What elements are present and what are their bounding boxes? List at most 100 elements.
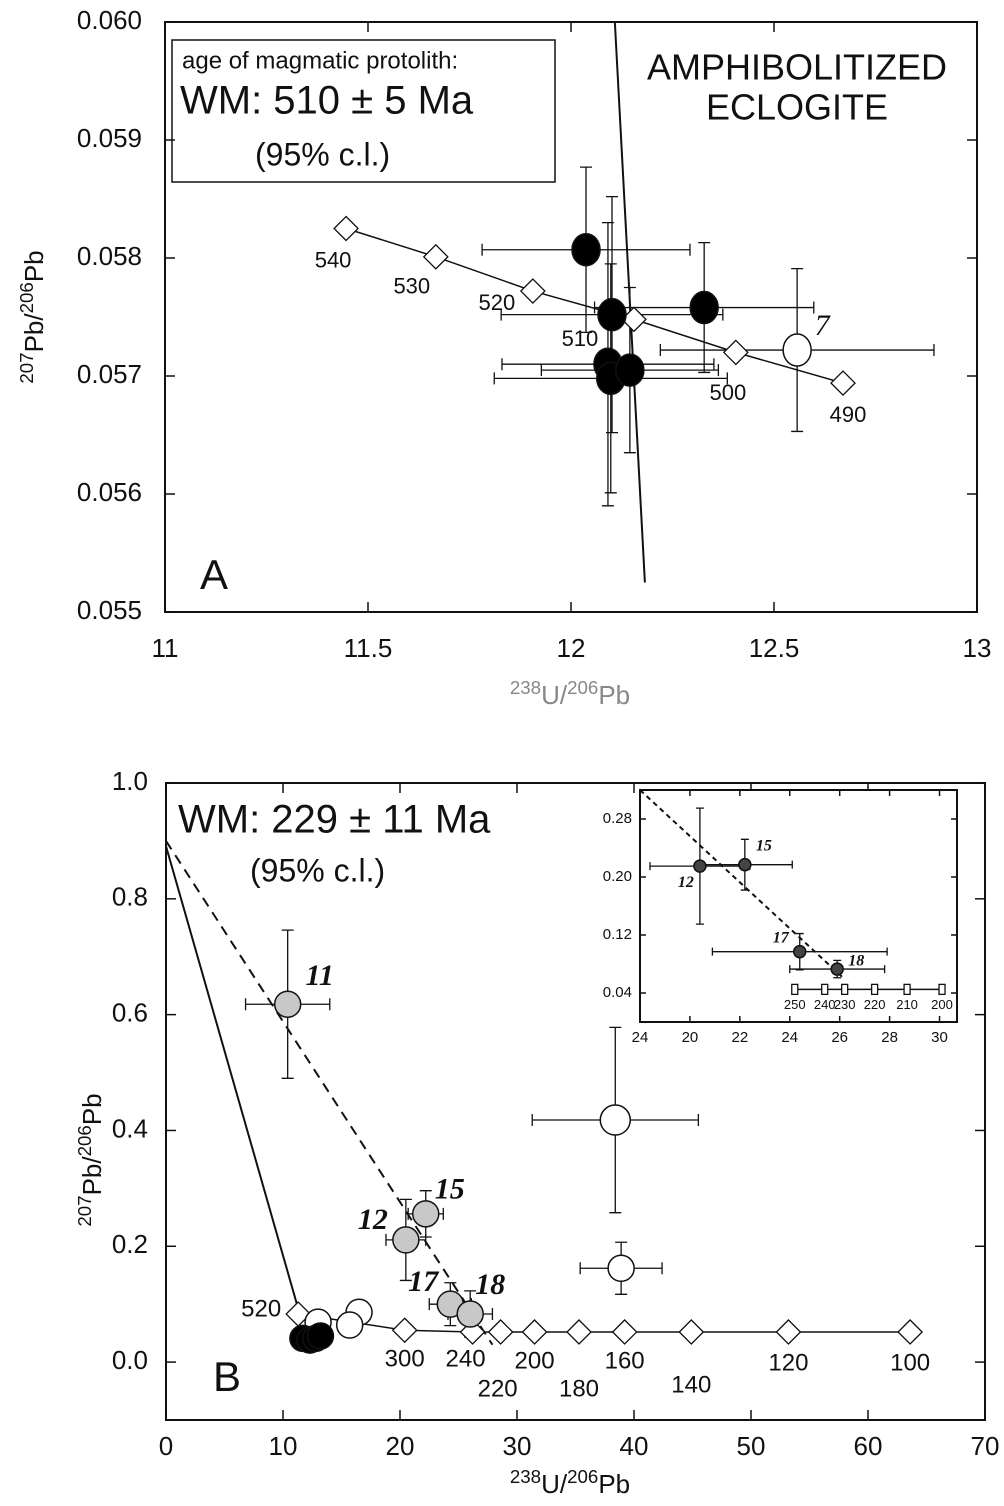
x-tick-label: 70 bbox=[971, 1431, 1000, 1461]
concordia-age-label: 210 bbox=[896, 997, 918, 1012]
concordia-marker bbox=[521, 1319, 548, 1345]
concordia-marker bbox=[611, 1319, 638, 1345]
y-tick-label: 0.8 bbox=[112, 882, 148, 912]
data-point bbox=[693, 859, 707, 873]
annotation: AMPHIBOLITIZED bbox=[647, 47, 947, 88]
annotation: age of magmatic protolith: bbox=[182, 47, 458, 74]
concordia-curve bbox=[298, 1313, 911, 1333]
y-tick-label: 0.2 bbox=[112, 1229, 148, 1259]
data-point bbox=[597, 297, 627, 332]
concordia-age-label: 240 bbox=[446, 1345, 486, 1372]
concordia-age-label: 510 bbox=[562, 326, 599, 351]
y-tick-label: 0.058 bbox=[77, 241, 142, 271]
x-tick-label: 12 bbox=[557, 633, 586, 663]
x-tick-label: 10 bbox=[269, 1431, 298, 1461]
concordia-age-label: 120 bbox=[768, 1349, 808, 1376]
y-axis-label: 207Pb/206Pb bbox=[74, 1093, 107, 1226]
annotation: A bbox=[200, 551, 228, 598]
concordia-marker bbox=[791, 983, 799, 996]
point-label: 15 bbox=[435, 1173, 465, 1206]
annotation: (95% c.l.) bbox=[250, 852, 385, 888]
axis-label-superscript: 238 bbox=[510, 1466, 541, 1487]
y-tick-label: 0.057 bbox=[77, 359, 142, 389]
concordia-age-label: 520 bbox=[478, 290, 515, 315]
y-tick-label: 0.12 bbox=[603, 926, 632, 943]
concordia-marker bbox=[841, 983, 849, 996]
x-tick-label: 24 bbox=[632, 1029, 649, 1046]
concordia-age-label: 140 bbox=[671, 1371, 711, 1398]
concordia-marker bbox=[938, 983, 946, 996]
x-tick-label: 26 bbox=[831, 1029, 848, 1046]
concordia-marker bbox=[722, 339, 749, 366]
concordia-age-label: 300 bbox=[385, 1346, 425, 1373]
annotation: ECLOGITE bbox=[706, 87, 888, 128]
concordia-age-label: 240 bbox=[814, 997, 836, 1012]
concordia-age-label: 250 bbox=[784, 997, 806, 1012]
regression-line-dashed bbox=[165, 840, 494, 1346]
x-tick-label: 40 bbox=[620, 1431, 649, 1461]
y-axis-label: 207Pb/206Pb bbox=[16, 250, 49, 383]
y-tick-label: 0.055 bbox=[77, 595, 142, 625]
x-tick-label: 11.5 bbox=[344, 633, 393, 663]
concordia-age-label: 200 bbox=[515, 1347, 555, 1374]
concordia-age-label: 490 bbox=[830, 402, 867, 427]
point-label: 12 bbox=[678, 874, 694, 891]
annotation: (95% c.l.) bbox=[255, 136, 390, 172]
y-tick-label: 0.056 bbox=[77, 477, 142, 507]
concordia-age-label: 540 bbox=[315, 247, 352, 272]
x-tick-label: 60 bbox=[854, 1431, 883, 1461]
axis-label-superscript: 207 bbox=[16, 352, 37, 383]
concordia-age-label: 530 bbox=[393, 274, 430, 299]
data-point bbox=[411, 1200, 440, 1228]
axis-label-superscript: 206 bbox=[567, 677, 598, 698]
x-tick-label: 0 bbox=[159, 1431, 173, 1461]
data-point bbox=[792, 944, 807, 959]
axis-label-part: Pb bbox=[19, 250, 49, 282]
axis-label-part: U/ bbox=[541, 1469, 568, 1499]
data-point bbox=[607, 1254, 635, 1283]
regression-line-dashed bbox=[639, 789, 846, 980]
x-tick-label: 13 bbox=[963, 633, 992, 663]
y-tick-label: 0.059 bbox=[77, 123, 142, 153]
x-tick-label: 30 bbox=[931, 1029, 948, 1046]
data-point bbox=[738, 857, 752, 872]
data-point bbox=[456, 1300, 484, 1328]
data-point bbox=[599, 1104, 632, 1136]
axis-label-superscript: 238 bbox=[510, 677, 541, 698]
data-point bbox=[335, 1311, 364, 1339]
x-tick-label: 50 bbox=[737, 1431, 766, 1461]
point-label: 17 bbox=[773, 929, 790, 946]
point-label: 7 bbox=[815, 309, 832, 342]
concordia-age-label: 200 bbox=[931, 997, 953, 1012]
concordia-age-label: 520 bbox=[241, 1295, 281, 1322]
concordia-marker bbox=[870, 983, 879, 996]
data-point bbox=[830, 962, 844, 976]
concordia-marker bbox=[519, 278, 546, 304]
concordia-marker bbox=[487, 1319, 514, 1345]
plot-frame bbox=[164, 21, 978, 613]
data-point bbox=[615, 353, 645, 387]
plot-frame bbox=[639, 789, 958, 1023]
concordia-marker bbox=[897, 1319, 924, 1345]
concordia-marker bbox=[830, 370, 856, 396]
point-label: 17 bbox=[408, 1265, 439, 1298]
concordia-curve bbox=[345, 227, 844, 384]
data-point bbox=[273, 990, 302, 1018]
axis-label-superscript: 206 bbox=[567, 1466, 598, 1487]
y-tick-label: 0.6 bbox=[112, 998, 148, 1028]
concordia-age-label: 100 bbox=[890, 1349, 930, 1376]
x-axis-label: 238U/206Pb bbox=[510, 677, 630, 710]
y-tick-label: 0.4 bbox=[112, 1113, 148, 1143]
y-tick-label: 1.0 bbox=[112, 766, 148, 796]
x-tick-label: 12.5 bbox=[749, 633, 800, 663]
y-tick-label: 0.0 bbox=[112, 1345, 148, 1375]
data-point bbox=[306, 1322, 335, 1350]
regression-line bbox=[165, 845, 302, 1318]
point-label: 12 bbox=[358, 1203, 388, 1236]
axis-label-part: Pb bbox=[598, 680, 630, 710]
concordia-age-label: 180 bbox=[559, 1375, 599, 1402]
point-label: 18 bbox=[475, 1268, 505, 1301]
